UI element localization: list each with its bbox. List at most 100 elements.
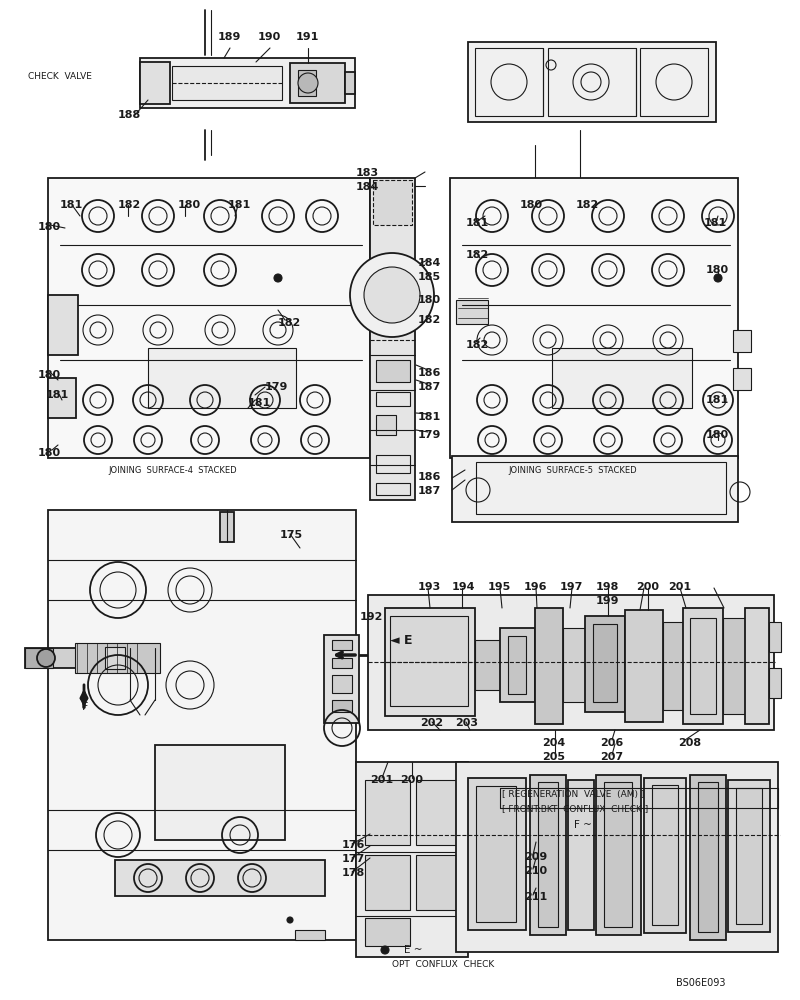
Bar <box>769 622 781 652</box>
Bar <box>690 618 716 714</box>
Text: 182: 182 <box>418 315 442 325</box>
Bar <box>468 778 526 930</box>
Bar <box>568 780 594 930</box>
Text: 203: 203 <box>455 718 478 728</box>
Text: 195: 195 <box>488 582 511 592</box>
Text: CHECK  VALVE: CHECK VALVE <box>28 72 92 81</box>
Bar <box>475 48 543 116</box>
Bar <box>416 855 458 910</box>
Text: 193: 193 <box>418 582 442 592</box>
Bar <box>690 775 726 940</box>
Text: 180: 180 <box>38 448 61 458</box>
Bar <box>683 608 723 724</box>
Text: 180: 180 <box>38 222 61 232</box>
Bar <box>456 762 778 952</box>
Bar <box>538 782 558 927</box>
Text: 207: 207 <box>600 752 623 762</box>
Bar <box>663 622 683 710</box>
Text: JOINING  SURFACE-5  STACKED: JOINING SURFACE-5 STACKED <box>508 466 637 475</box>
Bar <box>370 178 415 500</box>
Bar <box>376 483 410 495</box>
Bar <box>376 455 410 473</box>
Bar <box>698 782 718 932</box>
Text: 181: 181 <box>418 412 442 422</box>
Bar <box>220 512 234 542</box>
Bar <box>290 63 345 103</box>
Bar <box>376 392 410 406</box>
Text: F: F <box>82 702 88 712</box>
Text: 190: 190 <box>258 32 282 42</box>
Bar <box>593 624 617 702</box>
Bar <box>745 608 769 724</box>
Text: BS06E093: BS06E093 <box>676 978 726 988</box>
Bar <box>585 616 625 712</box>
Bar <box>604 782 632 927</box>
Text: 210: 210 <box>524 866 547 876</box>
Text: 194: 194 <box>452 582 475 592</box>
Bar <box>332 700 352 712</box>
Bar <box>530 775 566 935</box>
Bar <box>450 178 738 458</box>
Bar <box>115 860 325 896</box>
Bar <box>652 785 678 925</box>
Text: 202: 202 <box>420 718 443 728</box>
Text: 208: 208 <box>678 738 701 748</box>
Text: 204: 204 <box>542 738 566 748</box>
Text: 179: 179 <box>265 382 288 392</box>
Bar <box>345 72 355 94</box>
Text: 201: 201 <box>668 582 691 592</box>
Bar <box>324 635 359 723</box>
Bar <box>452 456 738 522</box>
Text: 181: 181 <box>228 200 251 210</box>
Text: 211: 211 <box>524 892 547 902</box>
Text: 181: 181 <box>704 218 727 228</box>
Text: 180: 180 <box>706 430 729 440</box>
Bar <box>535 608 563 724</box>
Text: 180: 180 <box>520 200 543 210</box>
Bar <box>476 462 726 514</box>
Text: 191: 191 <box>296 32 319 42</box>
Bar <box>48 378 76 418</box>
Text: 182: 182 <box>466 340 490 350</box>
Text: 209: 209 <box>524 852 547 862</box>
Text: 186: 186 <box>418 472 442 482</box>
Text: 206: 206 <box>600 738 623 748</box>
Text: OPT  CONFLUX  CHECK: OPT CONFLUX CHECK <box>392 960 494 969</box>
Bar <box>728 780 770 932</box>
Circle shape <box>274 274 282 282</box>
Bar <box>552 348 692 408</box>
Bar <box>356 762 468 957</box>
Bar <box>723 618 745 714</box>
Text: 176: 176 <box>342 840 366 850</box>
Text: 200: 200 <box>636 582 659 592</box>
Bar <box>365 918 410 946</box>
Text: 182: 182 <box>466 250 490 260</box>
Text: 183: 183 <box>356 168 379 178</box>
Bar <box>416 780 458 845</box>
Bar <box>148 348 296 408</box>
Bar <box>25 648 105 668</box>
Bar <box>75 643 160 673</box>
Text: 181: 181 <box>248 398 271 408</box>
Bar <box>640 48 708 116</box>
Text: [ FRONT:BKT  CONFLUX  CHECK ]: [ FRONT:BKT CONFLUX CHECK ] <box>502 804 648 813</box>
Bar <box>155 745 285 840</box>
Text: 180: 180 <box>706 265 729 275</box>
Text: 180: 180 <box>418 295 441 305</box>
Bar <box>298 70 316 96</box>
Circle shape <box>714 274 722 282</box>
Text: F ~: F ~ <box>574 820 592 830</box>
Text: 182: 182 <box>278 318 302 328</box>
Text: 200: 200 <box>400 775 423 785</box>
Bar <box>596 775 641 935</box>
Text: 197: 197 <box>560 582 583 592</box>
Bar <box>368 595 774 730</box>
Text: 180: 180 <box>38 370 61 380</box>
Text: 184: 184 <box>356 182 379 192</box>
Text: 180: 180 <box>178 200 201 210</box>
Text: JOINING  SURFACE-4  STACKED: JOINING SURFACE-4 STACKED <box>108 466 237 475</box>
Bar <box>48 178 370 458</box>
Bar <box>644 778 686 933</box>
Bar <box>365 855 410 910</box>
Text: 179: 179 <box>418 430 442 440</box>
